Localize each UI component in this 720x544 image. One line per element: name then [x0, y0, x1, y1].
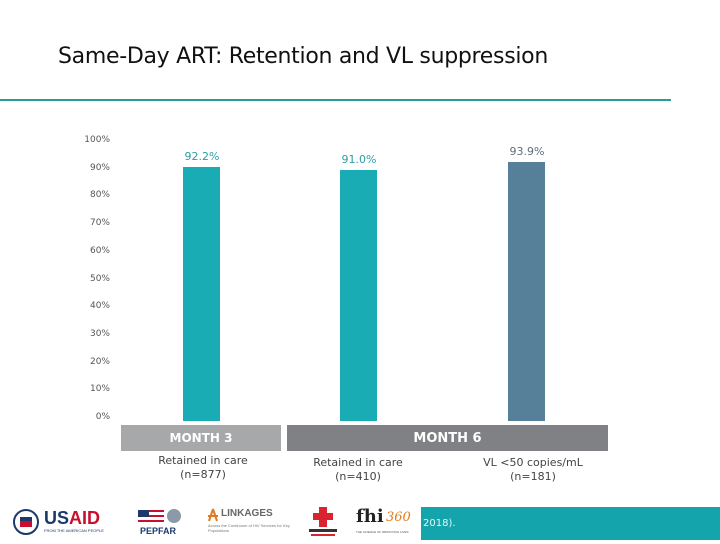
- group-label-month-3: MONTH 3: [121, 425, 281, 451]
- category-label-2: Retained in care (n=410): [313, 456, 403, 483]
- red-cross-icon: [309, 507, 337, 536]
- thai-red-cross-logo: [306, 505, 340, 539]
- pepfar-logo: PEPFAR: [136, 506, 186, 536]
- linkages-logo: LINKAGES Across the Continuum of HIV Ser…: [208, 508, 290, 533]
- y-tick-label: 0%: [95, 412, 110, 422]
- y-tick-label: 80%: [89, 190, 110, 201]
- bar-3: [508, 161, 545, 421]
- fhi360-logo: fhi 360 THE SCIENCE OF IMPROVING LIVES: [356, 506, 411, 534]
- bar-2: [340, 169, 377, 421]
- y-tick-label: 40%: [89, 301, 110, 312]
- y-tick-label: 90%: [89, 162, 110, 173]
- y-tick-label: 60%: [89, 245, 110, 256]
- usaid-seal-icon: [13, 509, 39, 535]
- bar-value-label-1: 92.2%: [184, 149, 220, 163]
- y-tick-label: 30%: [89, 328, 110, 339]
- bar-value-label-3: 93.9%: [509, 144, 545, 158]
- linkages-figure-icon: [208, 508, 218, 522]
- citation-text: 2018).: [423, 518, 456, 529]
- y-tick-label: 100%: [84, 135, 110, 145]
- bar-1: [183, 166, 220, 421]
- pepfar-flag-icon: [138, 509, 181, 524]
- y-tick-label: 20%: [89, 356, 110, 367]
- usaid-logo: USAID FROM THE AMERICAN PEOPLE: [12, 508, 130, 541]
- group-label-month-6: MONTH 6: [287, 425, 608, 451]
- slide-title: Same-Day ART: Retention and VL suppressi…: [58, 44, 548, 69]
- y-tick-label: 10%: [89, 384, 110, 395]
- title-divider: [0, 99, 671, 101]
- footer-citation-band: 2018).: [421, 507, 720, 540]
- category-label-1: Retained in care (n=877): [158, 454, 248, 481]
- y-tick-label: 70%: [89, 218, 110, 229]
- category-label-3: VL <50 copies/mL (n=181): [483, 456, 583, 483]
- bar-value-label-2: 91.0%: [341, 152, 377, 166]
- y-tick-label: 50%: [89, 273, 110, 284]
